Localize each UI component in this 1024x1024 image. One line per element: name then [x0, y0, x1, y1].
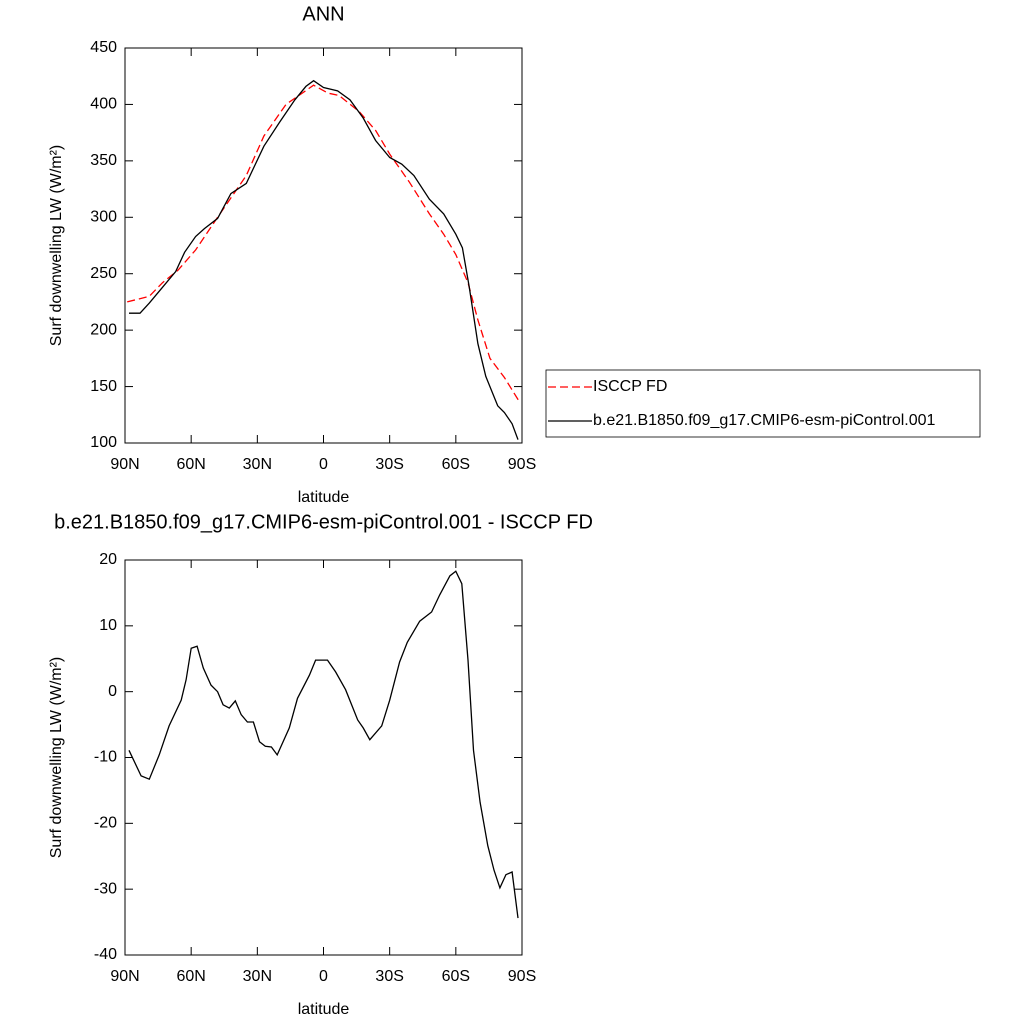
x-tick-label: 30S	[375, 968, 403, 985]
y-tick-label: 20	[99, 551, 117, 568]
y-tick-label: 0	[108, 683, 117, 700]
x-tick-label: 60N	[176, 456, 205, 473]
y-tick-label: -30	[94, 880, 117, 897]
y-axis-label: Surf downwelling LW (W/m²)	[48, 657, 65, 859]
y-axis-label: Surf downwelling LW (W/m²)	[48, 145, 65, 347]
x-tick-label: 90N	[110, 456, 139, 473]
x-tick-label: 90N	[110, 968, 139, 985]
chart-title: ANN	[302, 3, 344, 25]
y-tick-label: -10	[94, 749, 117, 766]
y-tick-label: -40	[94, 946, 117, 963]
x-tick-label: 60S	[442, 968, 470, 985]
y-tick-label: 350	[90, 152, 117, 169]
data-line	[129, 79, 519, 440]
x-tick-label: 60N	[176, 968, 205, 985]
x-tick-label: 30S	[375, 456, 403, 473]
x-axis-label: latitude	[298, 1001, 350, 1018]
data-line	[128, 570, 519, 919]
y-tick-label: 400	[90, 96, 117, 113]
y-tick-label: 10	[99, 617, 117, 634]
x-tick-label: 90S	[508, 456, 536, 473]
x-tick-label: 60S	[442, 456, 470, 473]
y-tick-label: 450	[90, 39, 117, 56]
x-tick-label: 90S	[508, 968, 536, 985]
x-tick-label: 0	[319, 968, 328, 985]
x-tick-label: 30N	[243, 968, 272, 985]
plot-frame	[124, 47, 523, 444]
x-tick-label: 30N	[243, 456, 272, 473]
x-axis-label: latitude	[298, 489, 350, 506]
y-tick-label: 200	[90, 321, 117, 338]
plot-frame	[124, 559, 523, 956]
x-tick-label: 0	[319, 456, 328, 473]
y-tick-label: 250	[90, 265, 117, 282]
legend-box	[545, 369, 981, 438]
chart-title: b.e21.B1850.f09_g17.CMIP6-esm-piControl.…	[54, 511, 593, 533]
y-tick-label: -20	[94, 815, 117, 832]
y-tick-label: 300	[90, 209, 117, 226]
legend-label: ISCCP FD	[593, 378, 667, 395]
legend-label: b.e21.B1850.f09_g17.CMIP6-esm-piControl.…	[593, 412, 936, 429]
y-tick-label: 150	[90, 378, 117, 395]
y-tick-label: 100	[90, 434, 117, 451]
